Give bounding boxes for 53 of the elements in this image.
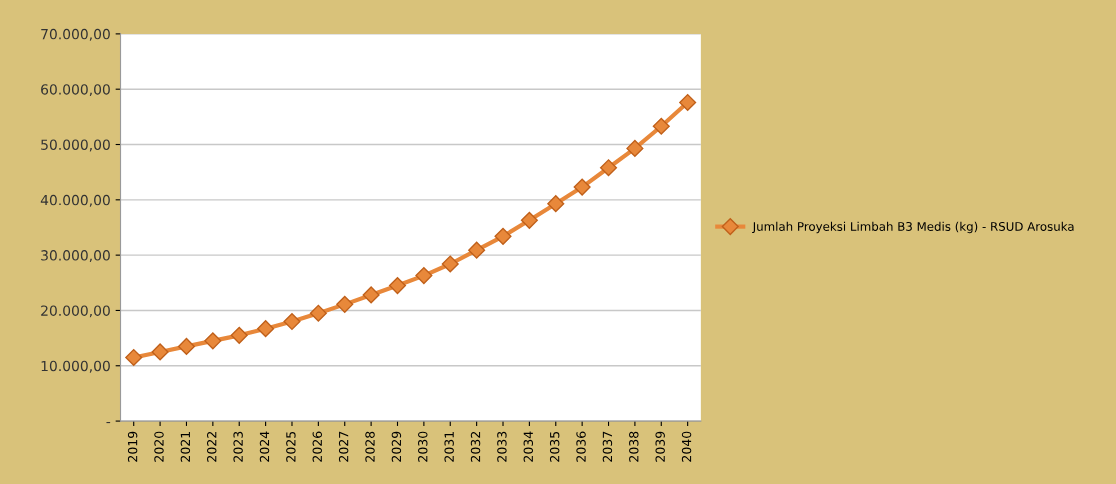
point <box>415 267 433 285</box>
x-tick-label: 2023 <box>233 431 243 462</box>
x-tick-label: 2038 <box>629 431 639 462</box>
y-tick-label: 30.000,00 <box>41 250 110 263</box>
x-tick-label: 2034 <box>523 431 534 462</box>
x-tick-label: 2035 <box>549 431 560 462</box>
point <box>257 320 275 338</box>
point <box>547 195 565 213</box>
y-tick-label: 20.000,00 <box>41 305 110 318</box>
x-tick-label: 2021 <box>180 431 191 462</box>
x-tick-label: 2019 <box>127 431 138 462</box>
x-tick-label: 2032 <box>470 432 481 462</box>
point <box>362 286 380 304</box>
x-tick-label: 2031 <box>444 431 454 462</box>
y-tick-label: 50.000,00 <box>41 139 110 152</box>
point <box>230 326 248 344</box>
x-tick-label: 2020 <box>154 431 164 462</box>
x-tick-label: 2022 <box>207 432 217 462</box>
x-tick-label: 2029 <box>391 431 402 462</box>
point <box>204 332 222 350</box>
point <box>626 139 644 157</box>
x-tick-label: 2024 <box>259 431 270 462</box>
x-tick-label: 2040 <box>681 431 692 462</box>
y-tick-label: 70.000,00 <box>41 28 110 41</box>
point <box>652 117 670 135</box>
x-tick-label: 2025 <box>286 431 296 462</box>
point <box>177 337 196 355</box>
point <box>520 211 538 229</box>
x-tick-label: 2026 <box>312 431 322 462</box>
point <box>494 227 512 245</box>
point <box>336 295 354 313</box>
point <box>468 241 486 259</box>
x-tick-label: 2037 <box>602 431 613 462</box>
x-tick-label: 2033 <box>497 431 507 462</box>
point <box>309 304 327 322</box>
point <box>283 312 301 331</box>
x-tick-label: 2028 <box>365 431 375 462</box>
y-tick-label: 40.000,00 <box>40 194 110 207</box>
x-tick-label: 2036 <box>576 431 586 462</box>
point <box>679 93 697 112</box>
point <box>151 343 169 361</box>
legend-label: Jumlah Proyeksi Limbah B3 Medis (kg) - RSUD Arosuka <box>752 221 1074 234</box>
point <box>599 159 618 177</box>
y-tick-label: 60.000,00 <box>41 84 110 97</box>
x-tick-label: 2027 <box>338 431 349 462</box>
point <box>125 348 143 367</box>
point <box>573 178 591 196</box>
point <box>441 255 459 273</box>
x-tick-label: 2039 <box>655 431 665 462</box>
x-tick-label: 2030 <box>418 431 428 462</box>
y-tick-label: - <box>106 422 111 424</box>
point <box>388 277 407 295</box>
y-tick-label: 10.000,00 <box>41 360 110 373</box>
